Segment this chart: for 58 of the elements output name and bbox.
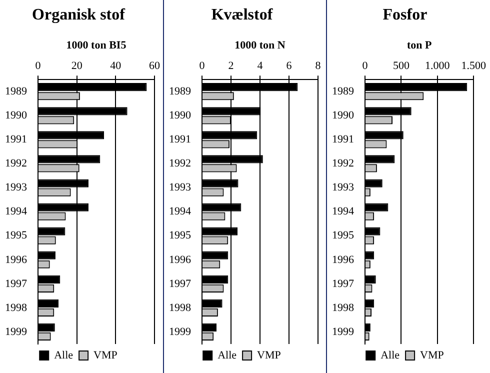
legend-label: Alle <box>54 349 74 362</box>
y-tick-label: 1999 <box>169 326 192 338</box>
y-tick-label: 1995 <box>5 230 28 242</box>
y-tick-label: 1989 <box>169 86 192 98</box>
y-tick-label: 1991 <box>332 134 354 146</box>
y-tick-label: 1994 <box>169 206 192 218</box>
x-tick-label: 0 <box>199 60 206 72</box>
y-tick-label: 1989 <box>332 86 354 98</box>
y-tick-label: 1990 <box>169 110 192 122</box>
x-tick-label: 8 <box>315 60 322 72</box>
y-tick-label: 1989 <box>5 86 28 98</box>
y-tick-label: 1997 <box>5 278 28 290</box>
legend-label: VMP <box>420 349 444 362</box>
y-tick-label: 1998 <box>169 302 192 314</box>
y-tick-label: 1998 <box>5 302 28 314</box>
x-tick-label: 500 <box>392 60 410 72</box>
y-tick-label: 1998 <box>332 302 354 314</box>
x-axis-title: 1000 ton N <box>234 40 286 52</box>
y-tick-label: 1997 <box>169 278 192 290</box>
y-tick-label: 1995 <box>169 230 192 242</box>
y-tick-label: 1990 <box>332 110 354 122</box>
y-tick-label: 1996 <box>332 254 354 266</box>
y-tick-label: 1996 <box>169 254 192 266</box>
y-tick-label: 1990 <box>5 110 28 122</box>
y-tick-label: 1991 <box>169 134 191 146</box>
chart-title: Fosfor <box>382 6 428 24</box>
y-tick-label: 1992 <box>5 158 27 170</box>
y-tick-label: 1994 <box>5 206 28 218</box>
legend-label: VMP <box>94 349 118 362</box>
x-tick-label: 0 <box>35 60 42 72</box>
x-tick-label: 20 <box>71 60 83 72</box>
y-tick-label: 1999 <box>5 326 28 338</box>
legend-label: VMP <box>257 349 281 362</box>
y-tick-label: 1997 <box>332 278 354 290</box>
y-tick-label: 1992 <box>169 158 191 170</box>
chart-title: Kvælstof <box>211 6 274 24</box>
x-tick-label: 40 <box>110 60 122 72</box>
x-axis-title: ton P <box>406 40 432 52</box>
y-tick-label: 1993 <box>169 182 192 194</box>
y-tick-label: 1999 <box>332 326 354 338</box>
y-tick-label: 1991 <box>5 134 27 146</box>
x-tick-label: 60 <box>149 60 160 72</box>
chart-title: Organisk stof <box>32 6 126 24</box>
x-axis-title: 1000 ton BI5 <box>66 40 127 52</box>
y-tick-label: 1993 <box>332 182 354 194</box>
legend-label: Alle <box>218 349 237 362</box>
x-tick-label: 2 <box>228 60 234 72</box>
x-tick-label: 1.000 <box>425 60 450 72</box>
legend-label: Alle <box>380 349 400 362</box>
y-tick-label: 1994 <box>332 206 354 218</box>
x-tick-label: 1.500 <box>461 60 486 72</box>
y-tick-label: 1996 <box>5 254 28 266</box>
x-tick-label: 0 <box>362 60 368 72</box>
y-tick-label: 1992 <box>332 158 354 170</box>
y-tick-label: 1993 <box>5 182 28 194</box>
y-tick-label: 1995 <box>332 230 354 242</box>
x-tick-label: 4 <box>257 60 264 72</box>
x-tick-label: 6 <box>286 60 292 72</box>
